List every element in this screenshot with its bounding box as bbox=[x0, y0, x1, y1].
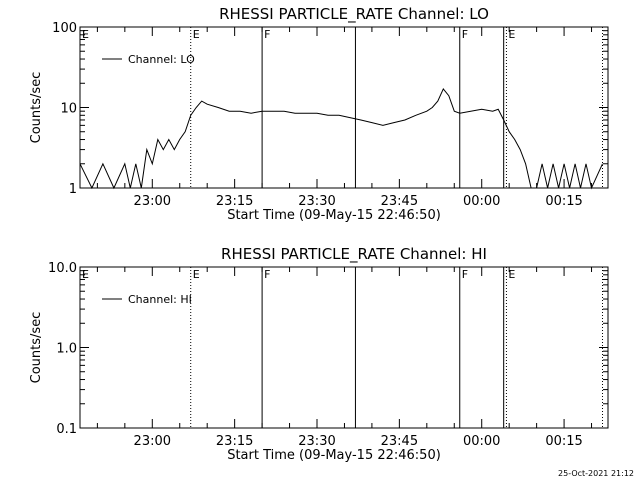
event-marker-label: F bbox=[264, 28, 270, 41]
chart-panel-2: RHESSI PARTICLE_RATE Channel: HI 0.1 1.0 10… bbox=[29, 245, 609, 463]
event-marker-label: E bbox=[82, 268, 89, 281]
event-marker-label: E bbox=[193, 268, 200, 281]
x-tick-label: 23:30 bbox=[298, 434, 335, 449]
y-tick-label: 10 bbox=[60, 102, 77, 117]
legend-label: Channel: LO bbox=[128, 53, 195, 66]
x-tick-label: 23:45 bbox=[381, 194, 418, 209]
y-axis-label: Counts/sec bbox=[29, 72, 44, 144]
x-tick-label: 00:15 bbox=[545, 194, 582, 209]
x-tick-label: 23:00 bbox=[134, 434, 171, 449]
x-tick-label: 00:00 bbox=[463, 434, 500, 449]
y-tick-label: 0.1 bbox=[56, 422, 77, 437]
chart-panel-1: RHESSI PARTICLE_RATE Channel: LO 1 10 100 Co… bbox=[29, 5, 609, 223]
x-tick-label: 00:00 bbox=[463, 194, 500, 209]
y-tick-label: 1 bbox=[69, 182, 77, 197]
y-tick-label: 10.0 bbox=[48, 261, 77, 276]
plot-frame bbox=[79, 26, 609, 189]
event-marker-label: E bbox=[82, 28, 89, 41]
x-tick-label: 00:15 bbox=[545, 434, 582, 449]
x-tick-label: 23:30 bbox=[298, 194, 335, 209]
y-axis-label: Counts/sec bbox=[29, 312, 44, 384]
x-axis-label: Start Time (09-May-15 22:46:50) bbox=[227, 208, 441, 223]
chart-title: RHESSI PARTICLE_RATE Channel: LO bbox=[219, 5, 489, 24]
y-tick-label: 1.0 bbox=[56, 342, 77, 357]
event-marker-label: F bbox=[462, 28, 468, 41]
x-tick-label: 23:45 bbox=[381, 434, 418, 449]
y-tick-label: 100 bbox=[52, 21, 77, 36]
x-tick-label: 23:15 bbox=[216, 194, 253, 209]
event-marker-label: E bbox=[193, 28, 200, 41]
x-tick-label: 23:00 bbox=[134, 194, 171, 209]
event-marker-label: F bbox=[264, 268, 270, 281]
event-marker-label: F bbox=[462, 268, 468, 281]
plot-timestamp: 25-Oct-2021 21:12 bbox=[558, 469, 634, 478]
series-line-lo bbox=[79, 87, 603, 190]
x-axis-label: Start Time (09-May-15 22:46:50) bbox=[227, 448, 441, 463]
legend-label: Channel: HI bbox=[128, 293, 192, 306]
event-marker-label: E bbox=[508, 268, 515, 281]
x-tick-label: 23:15 bbox=[216, 434, 253, 449]
event-marker-label: E bbox=[508, 28, 515, 41]
chart-title: RHESSI PARTICLE_RATE Channel: HI bbox=[221, 245, 487, 264]
plot-frame bbox=[79, 266, 609, 429]
